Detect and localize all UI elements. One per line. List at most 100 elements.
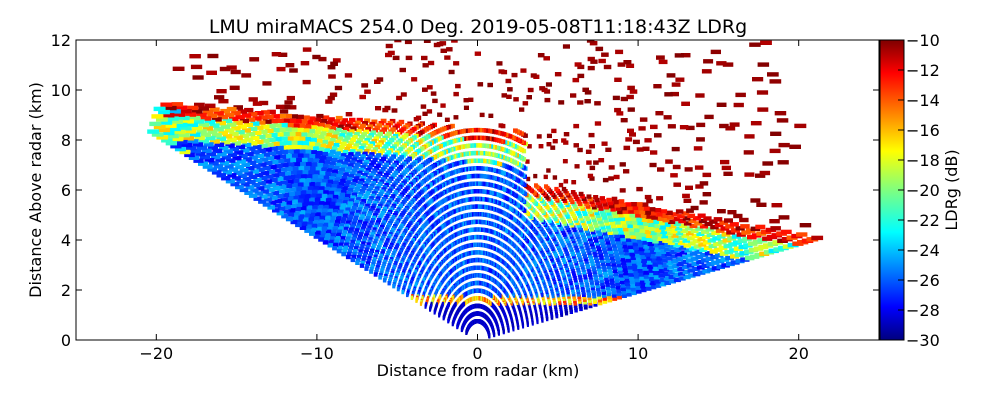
radar-cell <box>590 285 595 291</box>
radar-cell <box>579 280 584 285</box>
radar-cell <box>645 233 652 238</box>
radar-cell <box>695 226 704 231</box>
radar-cell <box>344 158 351 163</box>
radar-cell <box>370 170 376 176</box>
radar-cell <box>335 127 342 133</box>
radar-cell <box>733 102 744 108</box>
radar-cell <box>602 296 607 301</box>
radar-cell <box>576 289 581 295</box>
radar-cell <box>636 239 643 244</box>
radar-cell <box>624 251 630 256</box>
radar-cell <box>422 63 429 68</box>
radar-cell <box>771 203 783 208</box>
radar-cell <box>366 135 373 140</box>
radar-cell <box>562 44 570 49</box>
radar-cell <box>740 224 750 229</box>
radar-cell <box>636 202 643 207</box>
radar-cell <box>588 132 595 138</box>
radar-cell <box>312 54 321 60</box>
radar-cell <box>693 146 703 151</box>
radar-cell <box>760 40 772 45</box>
radar-cell <box>582 211 588 216</box>
radar-cell <box>665 231 673 236</box>
radar-cell <box>591 264 596 269</box>
radar-cell <box>723 243 733 249</box>
radar-cell <box>704 221 713 227</box>
radar-cell <box>573 123 580 129</box>
radar-cell <box>668 219 676 225</box>
radar-cell <box>453 61 460 66</box>
radar-cell <box>342 126 350 132</box>
radar-cell <box>711 230 720 235</box>
radar-cell <box>593 207 599 213</box>
radar-cell <box>353 176 360 181</box>
radar-cell <box>571 292 576 297</box>
radar-cell <box>644 248 651 253</box>
radar-cell <box>658 220 665 226</box>
radar-cell <box>619 279 625 285</box>
radar-cell <box>574 308 578 313</box>
radar-cell <box>674 53 684 58</box>
radar-cell <box>374 125 381 130</box>
radar-cell <box>705 256 714 261</box>
radar-cell <box>679 250 687 255</box>
radar-cell <box>676 261 684 267</box>
radar-cell <box>627 244 634 250</box>
radar-cell <box>635 281 641 287</box>
radar-cell <box>612 227 618 232</box>
radar-cell <box>641 217 648 222</box>
radar-cell <box>606 264 612 270</box>
radar-cell <box>507 87 513 92</box>
radar-cell <box>596 292 602 297</box>
radar-cell <box>581 235 586 240</box>
radar-cell <box>619 188 626 193</box>
radar-cell <box>578 191 584 197</box>
radar-cell <box>614 107 622 113</box>
radar-cell <box>729 248 739 253</box>
radar-cell <box>593 275 598 280</box>
radar-cell <box>336 148 343 153</box>
radar-cell <box>626 220 632 225</box>
radar-cell <box>638 224 645 230</box>
radar-cell <box>634 213 641 218</box>
radar-cell <box>538 144 544 149</box>
radar-cell <box>544 97 551 103</box>
radar-cell <box>334 139 342 144</box>
radar-cell <box>602 177 609 183</box>
radar-cell <box>597 249 603 255</box>
radar-cell <box>584 243 589 248</box>
radar-cell <box>585 204 591 209</box>
radar-cell <box>667 270 675 275</box>
radar-cell <box>636 289 642 294</box>
radar-cell <box>426 85 433 90</box>
radar-cell <box>620 286 626 292</box>
radar-cell <box>716 264 725 269</box>
radar-cell <box>605 285 611 290</box>
radar-cell <box>669 279 676 284</box>
radar-cell <box>679 125 689 130</box>
radar-cell <box>735 92 746 98</box>
radar-cell <box>646 218 654 223</box>
radar-cell <box>573 258 578 264</box>
radar-cell <box>584 201 589 207</box>
radar-cell <box>709 249 718 254</box>
radar-cell <box>576 268 581 273</box>
radar-cell <box>362 162 368 167</box>
radar-cell <box>611 293 617 298</box>
radar-cell <box>354 120 361 125</box>
radar-cell <box>600 261 606 266</box>
radar-cell <box>642 221 649 226</box>
radar-cell <box>405 55 413 61</box>
radar-cell <box>580 232 585 238</box>
radar-cell <box>717 240 727 245</box>
radar-cell <box>684 248 692 253</box>
radar-cell <box>699 200 708 205</box>
radar-cell <box>584 259 589 264</box>
radar-cell <box>570 264 574 269</box>
radar-cell <box>614 253 620 258</box>
radar-cell <box>374 165 380 171</box>
radar-cell <box>593 302 598 307</box>
radar-cell <box>526 95 532 100</box>
radar-cell <box>583 305 588 310</box>
radar-cell <box>652 219 659 224</box>
